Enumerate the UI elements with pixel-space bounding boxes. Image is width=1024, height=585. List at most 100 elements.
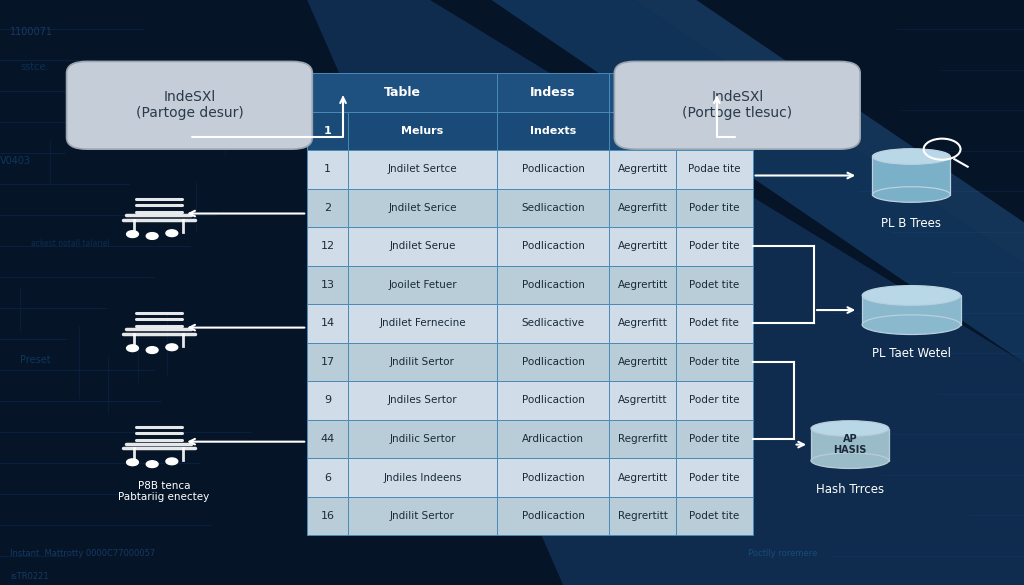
FancyBboxPatch shape [307, 266, 348, 304]
Ellipse shape [811, 421, 889, 436]
FancyBboxPatch shape [348, 458, 497, 497]
FancyBboxPatch shape [348, 112, 497, 150]
Text: Jndilet Serice: Jndilet Serice [388, 203, 457, 213]
FancyBboxPatch shape [348, 381, 497, 420]
Text: Poder tite: Poder tite [689, 434, 739, 444]
Text: Jooilet Fetuer: Jooilet Fetuer [388, 280, 457, 290]
FancyBboxPatch shape [676, 188, 753, 227]
Text: Aegrerfitt: Aegrerfitt [617, 318, 668, 328]
Text: V0403: V0403 [0, 156, 31, 166]
Text: 44: 44 [321, 434, 335, 444]
FancyBboxPatch shape [609, 381, 676, 420]
Polygon shape [635, 0, 1024, 263]
FancyBboxPatch shape [676, 343, 753, 381]
Text: 13: 13 [321, 280, 335, 290]
FancyBboxPatch shape [676, 381, 753, 420]
Text: 12: 12 [321, 242, 335, 252]
Text: Jndiles Sertor: Jndiles Sertor [388, 395, 457, 405]
Text: 14: 14 [321, 318, 335, 328]
FancyBboxPatch shape [862, 295, 961, 325]
Text: 9: 9 [325, 395, 331, 405]
Text: Hash Trrces: Hash Trrces [816, 483, 884, 497]
Circle shape [166, 458, 178, 464]
Text: Jndilic Sertor: Jndilic Sertor [389, 434, 456, 444]
Text: Indexts: Indexts [529, 126, 577, 136]
Text: 16: 16 [321, 511, 335, 521]
FancyBboxPatch shape [811, 428, 889, 461]
FancyBboxPatch shape [307, 497, 348, 535]
Text: Table: Table [383, 86, 421, 99]
Text: Jndilet Fernecine: Jndilet Fernecine [379, 318, 466, 328]
FancyBboxPatch shape [307, 420, 348, 458]
FancyBboxPatch shape [609, 188, 676, 227]
Polygon shape [307, 0, 1024, 585]
Text: Jndilit Sertor: Jndilit Sertor [390, 357, 455, 367]
Ellipse shape [811, 453, 889, 469]
FancyBboxPatch shape [307, 343, 348, 381]
FancyBboxPatch shape [676, 420, 753, 458]
Text: Inder: Inder [627, 126, 658, 136]
FancyBboxPatch shape [872, 157, 950, 194]
FancyBboxPatch shape [348, 343, 497, 381]
FancyBboxPatch shape [676, 227, 753, 266]
FancyBboxPatch shape [676, 497, 753, 535]
FancyBboxPatch shape [676, 266, 753, 304]
Text: PL Taet Wetel: PL Taet Wetel [871, 347, 951, 360]
Text: 17: 17 [321, 357, 335, 367]
FancyBboxPatch shape [497, 227, 609, 266]
FancyBboxPatch shape [497, 112, 609, 150]
Text: Podlicaction: Podlicaction [521, 164, 585, 174]
FancyBboxPatch shape [348, 266, 497, 304]
Text: Regrertitt: Regrertitt [617, 511, 668, 521]
Text: Sedlicactive: Sedlicactive [521, 318, 585, 328]
Ellipse shape [872, 149, 950, 164]
Text: Melurs: Melurs [401, 126, 443, 136]
FancyBboxPatch shape [614, 61, 860, 149]
Text: Jndilit Sertor: Jndilit Sertor [390, 511, 455, 521]
Text: Podlicaction: Podlicaction [521, 395, 585, 405]
Circle shape [166, 230, 178, 236]
Text: Podlicaction: Podlicaction [521, 357, 585, 367]
Text: Database: Database [648, 86, 714, 99]
Text: Jndilet Sertce: Jndilet Sertce [388, 164, 457, 174]
FancyBboxPatch shape [609, 112, 676, 150]
FancyBboxPatch shape [307, 227, 348, 266]
Text: Preset: Preset [20, 355, 51, 364]
FancyBboxPatch shape [676, 304, 753, 343]
FancyBboxPatch shape [348, 497, 497, 535]
FancyBboxPatch shape [67, 61, 312, 149]
Text: Aegrertitt: Aegrertitt [617, 473, 668, 483]
Text: AP
HASIS: AP HASIS [834, 434, 866, 455]
FancyBboxPatch shape [497, 304, 609, 343]
FancyBboxPatch shape [609, 343, 676, 381]
FancyBboxPatch shape [609, 497, 676, 535]
Text: Instant  Mattrotty 0000C77000057: Instant Mattrotty 0000C77000057 [10, 549, 156, 558]
Text: isTR0221: isTR0221 [10, 572, 49, 581]
FancyBboxPatch shape [307, 112, 348, 150]
Circle shape [127, 345, 138, 352]
Ellipse shape [862, 315, 961, 335]
Text: Aegrertitt: Aegrertitt [617, 357, 668, 367]
Ellipse shape [872, 187, 950, 202]
Circle shape [127, 459, 138, 466]
Text: Poder tite: Poder tite [689, 242, 739, 252]
Text: sstce.: sstce. [20, 62, 49, 72]
FancyBboxPatch shape [497, 497, 609, 535]
FancyBboxPatch shape [497, 420, 609, 458]
Text: Ardlicaction: Ardlicaction [522, 434, 584, 444]
Text: Aegrertitt: Aegrertitt [617, 242, 668, 252]
Text: Podlicaction: Podlicaction [521, 242, 585, 252]
Text: Asgrertitt: Asgrertitt [617, 395, 668, 405]
Text: IndeSXl
(Partoge desur): IndeSXl (Partoge desur) [135, 90, 244, 121]
Text: 6: 6 [325, 473, 331, 483]
FancyBboxPatch shape [348, 188, 497, 227]
FancyBboxPatch shape [609, 150, 676, 188]
Circle shape [146, 461, 158, 467]
Text: Jndiles Indeens: Jndiles Indeens [383, 473, 462, 483]
Text: 1100071: 1100071 [10, 27, 53, 37]
Text: ackest notall talariel: ackest notall talariel [31, 239, 110, 247]
Text: 1: 1 [324, 126, 332, 136]
FancyBboxPatch shape [676, 458, 753, 497]
Text: Podlicaction: Podlicaction [521, 280, 585, 290]
FancyBboxPatch shape [497, 381, 609, 420]
